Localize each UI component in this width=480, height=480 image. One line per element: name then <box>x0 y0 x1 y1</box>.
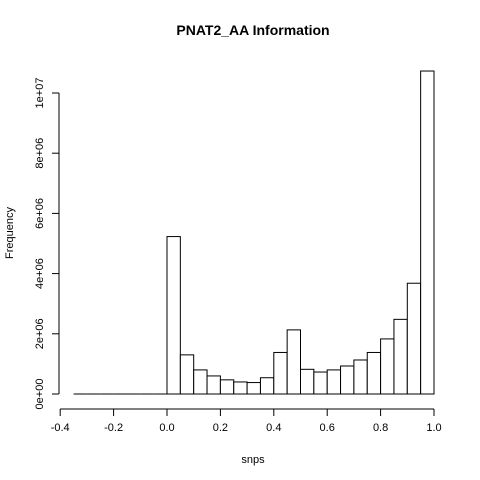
histogram-bars <box>73 70 435 395</box>
y-tick-label-3: 6e+06 <box>34 198 46 229</box>
histogram-bar-24 <box>393 318 408 395</box>
y-axis-label: Frequency <box>4 207 16 259</box>
histogram-bar-23 <box>380 338 395 395</box>
histogram-bar-8 <box>179 354 195 395</box>
histogram-bar-17 <box>300 368 315 395</box>
histogram-bar-11 <box>219 379 235 395</box>
y-tick-label-0: 0e+00 <box>34 379 46 410</box>
histogram-bar-25 <box>406 282 422 395</box>
y-tick-label-1: 2e+06 <box>34 318 46 349</box>
histogram-bar-21 <box>353 359 368 395</box>
histogram-bar-12 <box>233 381 248 395</box>
y-tick-label-5: 1e+07 <box>34 78 46 109</box>
chart-title: PNAT2_AA Information <box>176 22 329 38</box>
x-tick-label-6: 0.8 <box>373 422 388 434</box>
histogram-bar-22 <box>366 351 382 395</box>
y-axis: 0e+00 2e+06 4e+06 6e+06 8e+06 1e+07 <box>34 78 60 410</box>
y-tick-label-4: 8e+06 <box>34 138 46 169</box>
histogram-bar-20 <box>340 365 355 395</box>
x-tick-label-2: 0.0 <box>159 422 174 434</box>
histogram-bar-16 <box>286 329 301 395</box>
x-tick-label-3: 0.2 <box>213 422 228 434</box>
y-tick-label-2: 4e+06 <box>34 258 46 289</box>
histogram-bar-15 <box>273 351 288 395</box>
x-tick-label-1: -0.2 <box>104 422 123 434</box>
histogram-bar-13 <box>246 382 261 395</box>
histogram-bar-7 <box>166 236 181 395</box>
histogram-bar-26 <box>420 70 435 395</box>
x-tick-label-5: 0.6 <box>320 422 335 434</box>
histogram-bar-9 <box>193 369 208 395</box>
x-tick-label-0: -0.4 <box>51 422 70 434</box>
x-tick-label-7: 1.0 <box>426 422 441 434</box>
histogram-bar-19 <box>326 369 342 395</box>
histogram-bar-10 <box>206 375 221 395</box>
histogram-bar-14 <box>259 377 275 395</box>
x-axis: -0.4 -0.2 0.0 0.2 0.4 0.6 0.8 1.0 <box>51 408 442 434</box>
histogram-bar-18 <box>313 371 328 395</box>
x-axis-label: snps <box>241 454 265 466</box>
x-tick-label-4: 0.4 <box>266 422 281 434</box>
